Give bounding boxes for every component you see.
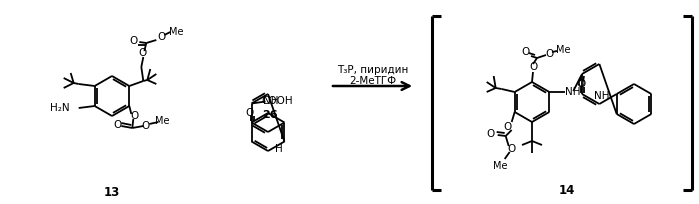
Text: 26: 26 <box>261 111 278 121</box>
Text: O: O <box>545 49 553 59</box>
Text: NH: NH <box>264 96 279 106</box>
Text: O: O <box>157 32 166 42</box>
Text: H: H <box>275 144 283 154</box>
Text: NH: NH <box>593 91 609 101</box>
Text: Me: Me <box>169 27 184 37</box>
Text: O: O <box>141 121 150 131</box>
Text: O: O <box>138 48 147 58</box>
Text: O: O <box>577 79 585 89</box>
Text: 14: 14 <box>559 184 575 197</box>
Text: T₃P, пиридин: T₃P, пиридин <box>337 65 408 75</box>
Text: Me: Me <box>556 45 570 55</box>
Text: Me: Me <box>155 116 170 126</box>
Text: O: O <box>521 47 529 57</box>
Text: O: O <box>129 36 138 46</box>
Text: O: O <box>113 120 122 130</box>
Text: O: O <box>507 144 516 154</box>
Text: COOH: COOH <box>261 95 294 105</box>
Text: H₂N: H₂N <box>50 103 70 113</box>
Text: Me: Me <box>493 161 508 171</box>
Text: O: O <box>487 129 495 139</box>
Text: O: O <box>576 79 584 89</box>
Text: O: O <box>130 111 138 121</box>
Text: O: O <box>530 62 538 72</box>
Text: O: O <box>245 108 254 118</box>
Text: 13: 13 <box>104 185 120 198</box>
Text: 2-МеТГФ: 2-МеТГФ <box>349 76 396 86</box>
Text: NH: NH <box>565 87 580 97</box>
Text: O: O <box>503 122 512 132</box>
